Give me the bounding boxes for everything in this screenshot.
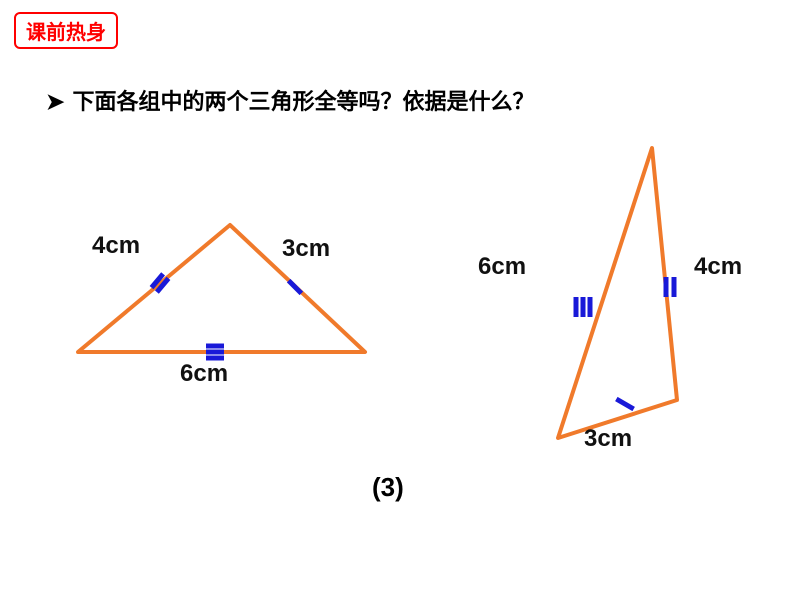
- left-side-4cm: 4cm: [92, 232, 140, 260]
- right-side-3cm: 3cm: [584, 425, 632, 453]
- figure-number: (3): [372, 472, 404, 503]
- right-side-6cm: 6cm: [478, 253, 526, 281]
- left-side-6cm: 6cm: [180, 360, 228, 388]
- right-side-4cm: 4cm: [694, 253, 742, 281]
- diagram-canvas: [0, 0, 794, 596]
- left-side-3cm: 3cm: [282, 235, 330, 263]
